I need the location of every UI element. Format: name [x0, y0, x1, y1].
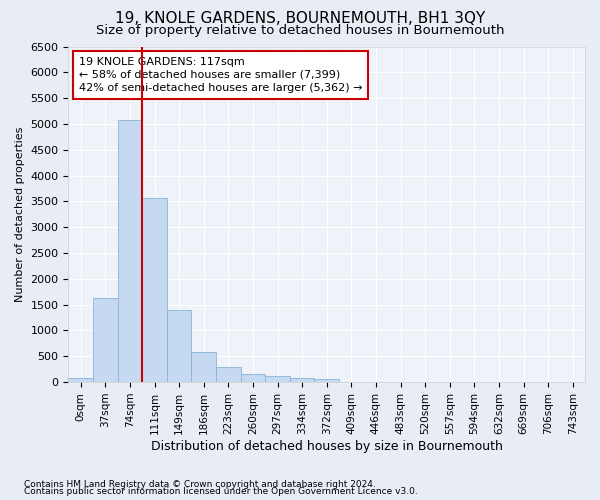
Bar	[142, 198, 167, 382]
Text: 19, KNOLE GARDENS, BOURNEMOUTH, BH1 3QY: 19, KNOLE GARDENS, BOURNEMOUTH, BH1 3QY	[115, 11, 485, 26]
Bar	[216, 367, 241, 382]
Bar	[265, 376, 290, 382]
Y-axis label: Number of detached properties: Number of detached properties	[15, 126, 25, 302]
Bar	[93, 298, 118, 382]
Bar	[191, 352, 216, 382]
Text: Contains HM Land Registry data © Crown copyright and database right 2024.: Contains HM Land Registry data © Crown c…	[24, 480, 376, 489]
Text: 19 KNOLE GARDENS: 117sqm
← 58% of detached houses are smaller (7,399)
42% of sem: 19 KNOLE GARDENS: 117sqm ← 58% of detach…	[79, 56, 362, 93]
Bar	[290, 378, 314, 382]
Bar	[68, 378, 93, 382]
X-axis label: Distribution of detached houses by size in Bournemouth: Distribution of detached houses by size …	[151, 440, 503, 452]
Text: Contains public sector information licensed under the Open Government Licence v3: Contains public sector information licen…	[24, 488, 418, 496]
Bar	[241, 374, 265, 382]
Bar	[118, 120, 142, 382]
Text: Size of property relative to detached houses in Bournemouth: Size of property relative to detached ho…	[96, 24, 504, 37]
Bar	[314, 379, 339, 382]
Bar	[167, 310, 191, 382]
